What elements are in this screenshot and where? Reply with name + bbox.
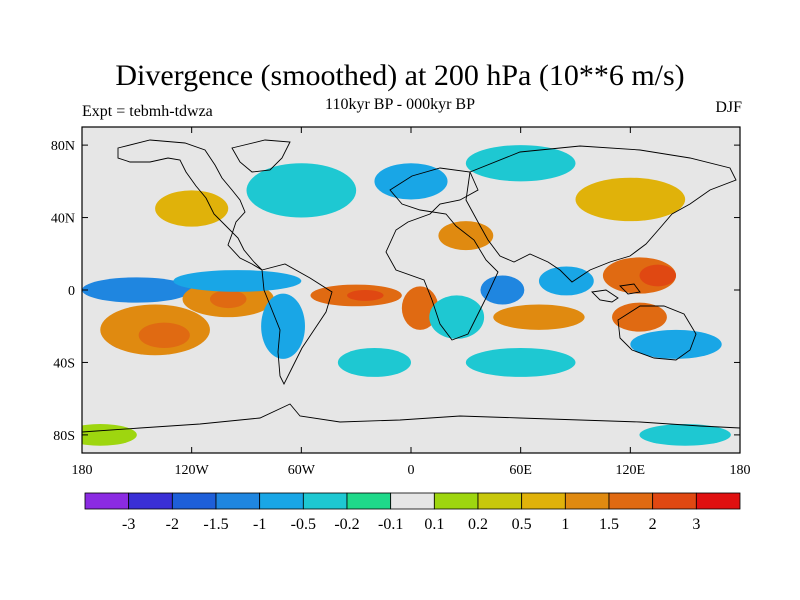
colorbar-label-2: -1.5: [203, 516, 228, 533]
colorbar-swatch-14: [695, 492, 741, 510]
field-blob-13: [538, 266, 594, 296]
y-tick-label-0: 80N: [51, 139, 75, 154]
field-blob-24: [438, 221, 494, 251]
field-blob-28: [639, 424, 731, 446]
colorbar-label-11: 1.5: [599, 516, 619, 533]
colorbar-label-5: -0.2: [334, 516, 359, 533]
y-tick-label-1: 40N: [51, 212, 75, 227]
field-blob-14: [493, 304, 585, 330]
season-label: DJF: [715, 99, 742, 116]
field-blob-3: [82, 277, 192, 303]
field-blob-5: [209, 290, 247, 309]
field-blob-18: [630, 329, 722, 359]
colorbar-swatch-10: [521, 492, 566, 510]
colorbar-swatch-7: [390, 492, 435, 510]
experiment-label: Expt = tebmh-tdwza: [82, 103, 213, 120]
colorbar-swatch-6: [346, 492, 392, 510]
x-tick-label-2: 60W: [288, 463, 316, 478]
coastlines: [82, 139, 740, 433]
colorbar-swatch-3: [215, 492, 261, 510]
field-blob-17: [612, 302, 667, 332]
colorbar-swatch-11: [564, 492, 610, 510]
field-blob-16: [639, 264, 677, 287]
x-tick-label-4: 60E: [509, 463, 532, 478]
colorbar-swatch-4: [259, 492, 304, 510]
x-tick-label-5: 120E: [616, 463, 646, 478]
europe-africa-coastline: [385, 167, 499, 341]
colorbar-swatch-1: [128, 492, 173, 510]
colorbar-label-10: 1: [561, 516, 569, 533]
chart-title: Divergence (smoothed) at 200 hPa (10**6 …: [115, 59, 685, 92]
colorbar-swatch-5: [302, 492, 348, 510]
field-blob-2: [138, 322, 190, 348]
colorbar-label-3: -1: [253, 516, 266, 533]
y-tick-label-2: 0: [68, 284, 75, 299]
field-blob-10: [401, 286, 439, 330]
field-blob-7: [261, 293, 305, 359]
colorbar-label-6: -0.1: [378, 516, 403, 533]
field-blob-22: [465, 145, 576, 182]
field-blob-21: [374, 163, 448, 200]
colorbar-swatch-9: [477, 492, 523, 510]
x-tick-label-0: 180: [72, 463, 93, 478]
indonesia-coastline: [591, 283, 641, 303]
colorbar-swatch-2: [171, 492, 217, 510]
colorbar-label-0: -3: [122, 516, 135, 533]
field-blob-6: [173, 270, 302, 292]
period-label: 110kyr BP - 000kyr BP: [325, 96, 475, 113]
australia-coastline: [617, 305, 697, 361]
y-tick-label-4: 80S: [53, 429, 75, 444]
y-tick-label-3: 40S: [53, 356, 75, 371]
antarctica-coastline: [82, 403, 740, 433]
colorbar: -3 -2 -1.5 -1 -0.5 -0.2 -0.1 0.1 0.2 0.5 1 1.5 2 3: [84, 492, 741, 533]
colorbar-label-4: -0.5: [291, 516, 316, 533]
divergence-field: [82, 145, 731, 446]
x-tick-label-1: 120W: [175, 463, 210, 478]
field-blob-25: [337, 347, 412, 377]
field-blob-12: [480, 275, 525, 305]
colorbar-swatch-8: [433, 492, 479, 510]
colorbar-swatch-13: [652, 492, 697, 510]
asia-coastline: [465, 145, 737, 283]
colorbar-label-1: -2: [166, 516, 179, 533]
colorbar-label-13: 3: [692, 516, 700, 533]
colorbar-swatch-12: [608, 492, 654, 510]
field-blob-26: [465, 347, 576, 377]
greenland-coastline: [231, 139, 291, 173]
colorbar-label-12: 2: [649, 516, 657, 533]
colorbar-label-8: 0.2: [468, 516, 488, 533]
field-blob-9: [347, 290, 384, 301]
colorbar-swatch-0: [84, 492, 130, 510]
x-tick-label-3: 0: [408, 463, 415, 478]
x-tick-label-6: 180: [730, 463, 751, 478]
colorbar-label-9: 0.5: [512, 516, 532, 533]
y-axis: 80N 40N 0 40S 80S: [51, 139, 740, 444]
field-blob-23: [575, 177, 686, 222]
x-axis: 180 120W 60W 0 60E 120E 180: [72, 127, 751, 478]
colorbar-label-7: 0.1: [424, 516, 444, 533]
south-america-coastline: [261, 263, 333, 386]
field-blob-19: [246, 163, 357, 218]
field-blob-20: [155, 190, 229, 227]
